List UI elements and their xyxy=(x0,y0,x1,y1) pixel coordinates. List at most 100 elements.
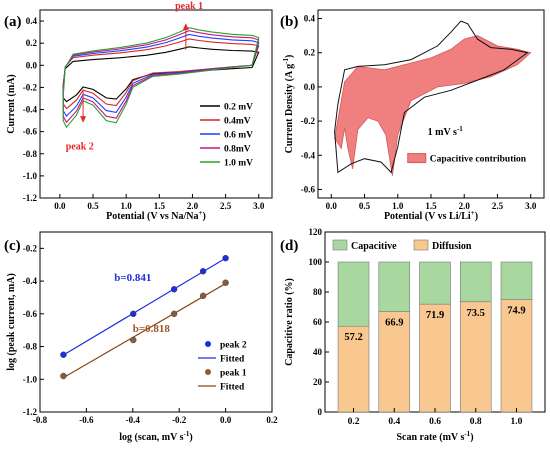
panel-c: (c) -1.2 -1.0 -0.8 -0.6 -0.4 -0.2 -0.8 -0.6 -0.4… xyxy=(4,231,278,443)
panel-d-y-tick-label: 40 xyxy=(313,347,323,357)
panel-b-x-tick-label: 2.0 xyxy=(459,201,471,211)
data-point xyxy=(60,372,67,380)
data-point xyxy=(199,292,207,300)
panel-c-y-tick-label: -0.8 xyxy=(23,342,38,352)
legend-capacitive-swatch xyxy=(332,239,348,251)
panel-c-x-tick-label: 0.2 xyxy=(266,415,278,425)
panel-a-y-tick-label: -0.4 xyxy=(23,105,38,115)
panel-a-x-tick-label: 0.0 xyxy=(54,201,66,211)
panel-a-y-tick-label: 0.0 xyxy=(26,60,38,70)
capacitive-bar xyxy=(419,261,451,305)
peak-1-label: peak 1 xyxy=(175,1,203,12)
legend-label-2: 0.6 mV xyxy=(224,131,253,141)
bar-value-label: 73.5 xyxy=(467,308,485,319)
panel-b-x-tick-label: 2.5 xyxy=(492,201,504,211)
bar-value-label: 66.9 xyxy=(385,318,403,329)
panel-c-x-tick-label: -0.8 xyxy=(33,415,48,425)
capacitive-bar xyxy=(459,261,492,303)
panel-c-y-tick-label: -0.4 xyxy=(23,276,38,286)
panel-b-x-axis-label: Potential (V vs Li/Li+) xyxy=(384,209,478,222)
fit-line-0 xyxy=(63,257,226,356)
cv-curve-4 xyxy=(62,27,260,129)
data-point xyxy=(222,254,229,262)
panel-b-y-tick-label: 0.0 xyxy=(304,82,316,92)
panel-a-y-axis-label: Current (mA) xyxy=(6,74,17,134)
legend-fit-label-1: Fitted xyxy=(220,383,245,393)
panel-a-x-tick-label: 1.0 xyxy=(121,201,133,211)
legend-label-3: 0.8mV xyxy=(224,145,251,155)
panel-a-label: (a) xyxy=(4,14,22,30)
legend-diffusion-label: Diffusion xyxy=(432,241,472,252)
legend-label-0: 0.2 mV xyxy=(224,103,253,113)
panel-d-label: (d) xyxy=(280,238,298,254)
panel-c-x-axis-label: log (scan, mV s-1) xyxy=(119,430,192,443)
panel-b-label: (b) xyxy=(280,14,298,30)
panel-c-label: (c) xyxy=(4,238,21,254)
data-point xyxy=(222,279,229,286)
panel-c-x-tick-label: -0.2 xyxy=(172,415,187,425)
scan-rate-note: 1 mV s-1 xyxy=(428,125,464,138)
legend-label-4: 1.0 mV xyxy=(224,159,253,169)
panel-a-frame xyxy=(39,9,273,199)
legend-marker-1 xyxy=(205,369,211,375)
panel-d-y-tick-label: 80 xyxy=(313,287,323,297)
total-cv-curve xyxy=(334,20,529,174)
panel-a-y-tick-label: -0.6 xyxy=(23,127,38,137)
panel-a-y-tick-label: -1.0 xyxy=(23,171,38,181)
panel-d-y-tick-label: 20 xyxy=(313,377,323,387)
panel-b-y-tick-label: -0.4 xyxy=(301,150,316,160)
panel-a-x-tick-label: 3.0 xyxy=(253,201,265,211)
panel-b-y-tick-label: 0.4 xyxy=(304,14,316,24)
capacitive-bar xyxy=(378,261,411,312)
panel-b-x-tick-label: 0.0 xyxy=(326,201,338,211)
data-point xyxy=(130,336,137,344)
slope-label-0: b=0.841 xyxy=(114,272,151,284)
panel-d-y-tick-label: 60 xyxy=(313,317,323,327)
legend-capacitive-label: Capacitive xyxy=(351,241,397,252)
peak-1-arrowhead xyxy=(182,23,189,30)
legend-marker-0 xyxy=(205,341,211,347)
panel-d-y-tick-label: 100 xyxy=(309,257,323,267)
panel-a-y-tick-label: -1.2 xyxy=(23,193,38,203)
legend-series-label-1: peak 1 xyxy=(220,369,247,379)
panel-d: (d) 0 20 40 60 80 100 120 57.2 0.2 66.9 0.4 71.9 0.… xyxy=(280,227,546,443)
panel-d-x-tick-label: 0.2 xyxy=(348,417,360,427)
panel-a-legend: 0.2 mV 0.4mV 0.6 mV 0.8mV 1.0 mV xyxy=(200,103,253,169)
panel-c-x-tick-label: -0.6 xyxy=(79,415,94,425)
fit-line-1 xyxy=(63,283,226,379)
panel-a-x-tick-label: 1.5 xyxy=(154,201,166,211)
data-point xyxy=(199,268,207,275)
panel-d-x-axis-label: Scan rate (mV s-1) xyxy=(396,430,473,443)
panel-b-x-tick-label: 1.0 xyxy=(392,201,404,211)
panel-a-y-tick-label: 0.4 xyxy=(26,16,38,26)
panel-d-y-axis-label: Capacitive ratio (%) xyxy=(284,278,295,366)
panel-d-y-tick-label: 0 xyxy=(318,407,323,417)
bar-value-label: 57.2 xyxy=(344,332,362,343)
capacitive-legend-label: Capacitive contribution xyxy=(430,155,527,165)
diffusion-bar xyxy=(500,299,533,413)
panel-c-y-tick-label: -1.2 xyxy=(23,407,38,417)
panel-d-legend: Capacitive Diffusion xyxy=(332,239,472,252)
panel-b-x-tick-label: 1.5 xyxy=(425,201,437,211)
panel-c-frame xyxy=(39,231,273,413)
panel-b-x-tick-label: 3.0 xyxy=(525,201,537,211)
panel-c-legend: peak 2 Fitted peak 1 Fitted xyxy=(198,341,247,393)
panel-d-x-tick-label: 0.4 xyxy=(388,417,400,427)
panel-c-x-tick-label: 0.0 xyxy=(220,415,232,425)
panel-a-y-tick-label: 0.2 xyxy=(26,38,38,48)
capacitive-bar xyxy=(337,261,370,327)
panel-b-y-tick-label: -0.2 xyxy=(301,116,316,126)
diffusion-bar xyxy=(419,303,451,413)
panel-b-x-tick-label: 0.5 xyxy=(359,201,371,211)
panel-b: (b) -0.6 -0.4 -0.2 0.0 0.2 0.4 0.0 0.5 1.0 1.5 2.0… xyxy=(280,9,545,222)
peak-2-label: peak 2 xyxy=(66,142,94,153)
panel-b-y-tick-label: 0.2 xyxy=(304,48,316,58)
panel-a: (a) -1.2 -1.0 -0.8 -0.6 -0.4 -0.2 0.0 0.2 0.4 0.0… xyxy=(4,1,273,222)
legend-label-1: 0.4mV xyxy=(224,117,251,127)
panel-a-y-tick-label: -0.2 xyxy=(23,82,38,92)
capacitive-bar xyxy=(500,261,533,300)
legend-series-label-0: peak 2 xyxy=(220,341,247,351)
diffusion-bar xyxy=(459,301,492,413)
panel-d-x-tick-label: 1.0 xyxy=(511,417,523,427)
